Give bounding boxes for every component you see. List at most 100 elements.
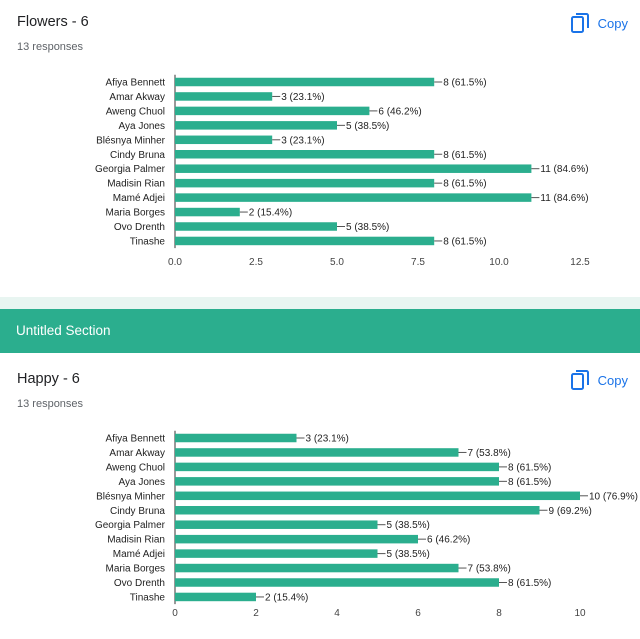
section-divider bbox=[0, 297, 640, 309]
category-label: Blésnya Minher bbox=[96, 491, 166, 502]
category-label: Aya Jones bbox=[118, 477, 165, 488]
bar bbox=[175, 178, 435, 188]
bar bbox=[175, 578, 499, 587]
chart-title: Happy - 6 bbox=[17, 371, 80, 387]
category-label: Mamé Adjei bbox=[113, 193, 165, 204]
copy-icon bbox=[570, 13, 589, 33]
data-label: 8 (61.5%) bbox=[508, 462, 551, 473]
category-label: Aweng Chuol bbox=[106, 106, 165, 117]
category-label: Maria Borges bbox=[106, 208, 165, 219]
category-label: Georgia Palmer bbox=[95, 164, 166, 175]
bar bbox=[175, 433, 297, 443]
x-tick-label: 0.0 bbox=[168, 257, 182, 268]
category-label: Cindy Bruna bbox=[110, 150, 165, 161]
copy-icon bbox=[570, 370, 589, 390]
bar bbox=[175, 563, 459, 573]
bar bbox=[175, 106, 370, 116]
chart-card-happy: Happy - 6 13 responses Copy Afiya Bennet… bbox=[0, 357, 640, 639]
chart-title: Flowers - 6 bbox=[17, 14, 89, 30]
response-count: 13 responses bbox=[17, 41, 84, 53]
data-label: 11 (84.6%) bbox=[540, 193, 588, 204]
data-label: 9 (69.2%) bbox=[549, 506, 592, 517]
data-label: 5 (38.5%) bbox=[346, 121, 389, 132]
bar bbox=[175, 92, 273, 101]
category-label: Mamé Adjei bbox=[113, 549, 165, 560]
category-label: Madisin Rian bbox=[107, 535, 165, 546]
copy-button[interactable]: Copy bbox=[570, 11, 628, 35]
bar bbox=[175, 520, 378, 529]
bar bbox=[175, 506, 540, 515]
data-label: 8 (61.5%) bbox=[508, 477, 551, 488]
category-label: Amar Akway bbox=[109, 448, 165, 459]
data-label: 2 (15.4%) bbox=[265, 592, 308, 603]
bar-chart-happy: Afiya Bennett 3 (23.1%) Amar Akway 7 (53.8%… bbox=[95, 430, 638, 619]
x-tick-label: 2.5 bbox=[249, 257, 263, 268]
bar bbox=[175, 448, 459, 457]
section-title: Untitled Section bbox=[16, 323, 111, 338]
category-label: Amar Akway bbox=[109, 92, 165, 103]
section-header: Untitled Section bbox=[0, 309, 640, 353]
category-label: Afiya Bennett bbox=[106, 78, 166, 89]
x-tick-label: 6 bbox=[415, 608, 421, 619]
data-label: 6 (46.2%) bbox=[378, 106, 421, 117]
category-label: Afiya Bennett bbox=[106, 434, 166, 445]
bar bbox=[175, 222, 337, 231]
category-label: Tinashe bbox=[130, 236, 166, 247]
category-label: Cindy Bruna bbox=[110, 506, 165, 517]
bar bbox=[175, 164, 532, 173]
x-tick-label: 7.5 bbox=[411, 257, 425, 268]
data-label: 3 (23.1%) bbox=[281, 92, 324, 103]
category-label: Tinashe bbox=[130, 592, 166, 603]
x-tick-label: 0 bbox=[172, 608, 178, 619]
category-label: Maria Borges bbox=[106, 564, 165, 575]
data-label: 7 (53.8%) bbox=[468, 448, 511, 459]
bar bbox=[175, 77, 435, 87]
bar bbox=[175, 592, 256, 602]
data-label: 8 (61.5%) bbox=[443, 150, 486, 161]
bar bbox=[175, 193, 532, 202]
data-label: 2 (15.4%) bbox=[249, 208, 292, 219]
x-tick-label: 4 bbox=[334, 608, 340, 619]
data-label: 8 (61.5%) bbox=[443, 236, 486, 247]
data-label: 3 (23.1%) bbox=[281, 135, 324, 146]
bar bbox=[175, 121, 337, 130]
bar bbox=[175, 135, 273, 145]
data-label: 8 (61.5%) bbox=[443, 179, 486, 190]
x-tick-label: 12.5 bbox=[570, 257, 590, 268]
section-spacer bbox=[0, 353, 640, 357]
category-label: Aweng Chuol bbox=[106, 462, 165, 473]
copy-label: Copy bbox=[597, 15, 628, 31]
x-tick-label: 10.0 bbox=[489, 257, 509, 268]
data-label: 5 (38.5%) bbox=[346, 222, 389, 233]
x-tick-label: 5.0 bbox=[330, 257, 344, 268]
category-label: Aya Jones bbox=[118, 121, 165, 132]
data-label: 7 (53.8%) bbox=[468, 564, 511, 575]
data-label: 8 (61.5%) bbox=[443, 78, 486, 89]
bar-chart-flowers: Afiya Bennett 8 (61.5%) Amar Akway 3 (23.1%… bbox=[95, 74, 590, 268]
data-label: 5 (38.5%) bbox=[387, 520, 430, 531]
bar bbox=[175, 534, 418, 544]
data-label: 10 (76.9%) bbox=[589, 491, 638, 502]
data-label: 3 (23.1%) bbox=[306, 434, 349, 445]
data-label: 6 (46.2%) bbox=[427, 535, 470, 546]
bar bbox=[175, 236, 435, 246]
data-label: 5 (38.5%) bbox=[387, 549, 430, 560]
category-label: Madisin Rian bbox=[107, 179, 165, 190]
bar bbox=[175, 150, 435, 159]
category-label: Ovo Drenth bbox=[114, 222, 165, 233]
category-label: Ovo Drenth bbox=[114, 578, 165, 589]
x-tick-label: 10 bbox=[574, 608, 586, 619]
x-tick-label: 8 bbox=[496, 608, 502, 619]
category-label: Georgia Palmer bbox=[95, 520, 166, 531]
chart-card-flowers: Flowers - 6 13 responses Copy Afiya Benn… bbox=[0, 0, 640, 297]
bar bbox=[175, 549, 378, 558]
bar bbox=[175, 491, 580, 501]
copy-button[interactable]: Copy bbox=[570, 368, 628, 392]
data-label: 11 (84.6%) bbox=[540, 164, 588, 175]
bar bbox=[175, 207, 240, 217]
response-count: 13 responses bbox=[17, 398, 84, 410]
category-label: Blésnya Minher bbox=[96, 135, 166, 146]
x-tick-label: 2 bbox=[253, 608, 259, 619]
bar bbox=[175, 462, 499, 472]
bar bbox=[175, 477, 499, 486]
